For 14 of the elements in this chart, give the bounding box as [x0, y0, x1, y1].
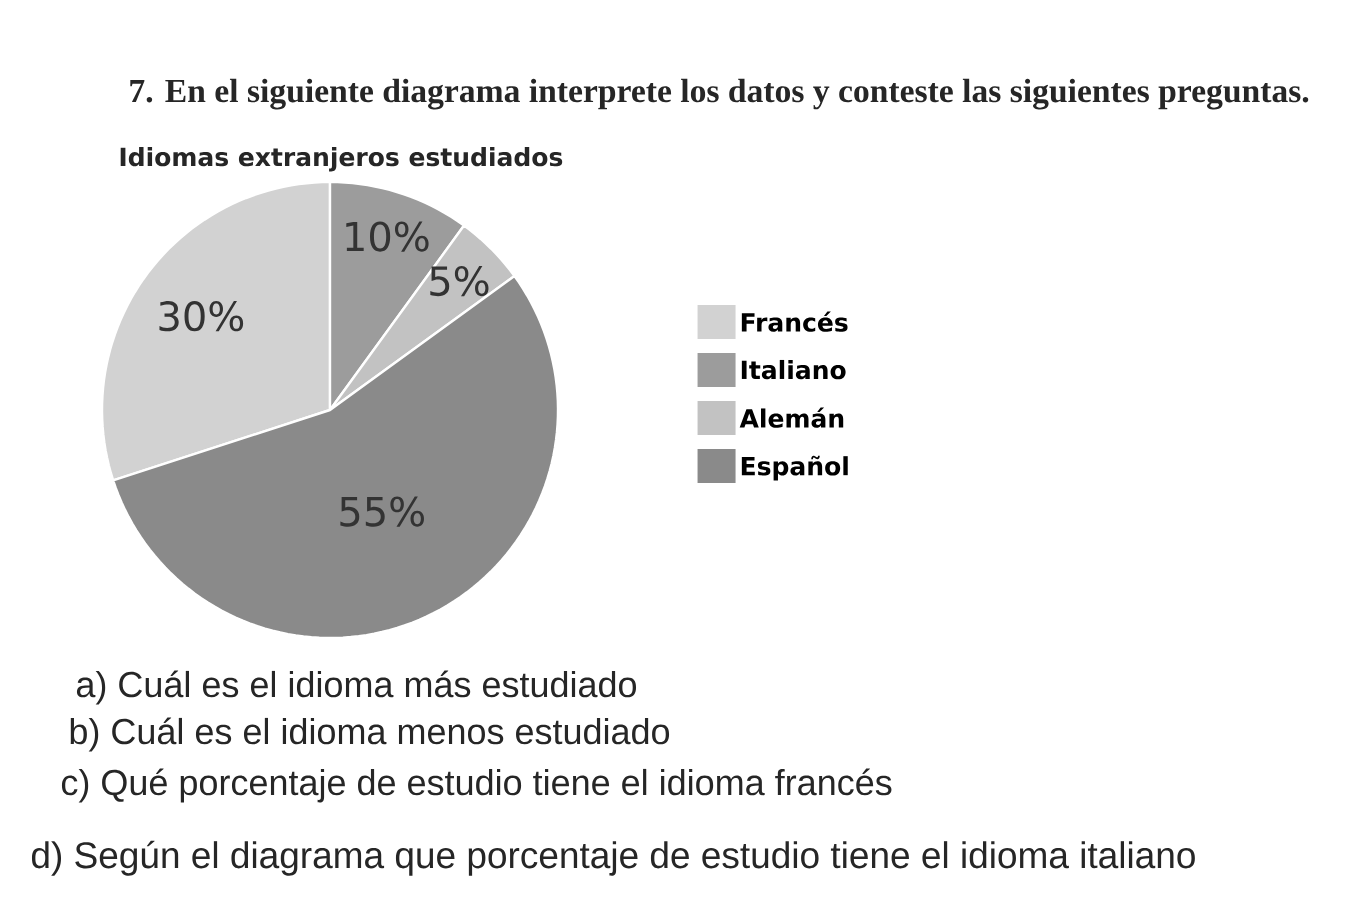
legend-label: Italiano [741, 359, 846, 380]
legend-label: Francés [741, 311, 848, 332]
data-label: 30% [159, 301, 244, 332]
text: 7. En el siguiente diagrama interprete los datos y conteste las siguientes preguntas. [130, 78, 1309, 110]
text: b) Cuál es el idioma menos estudiado [70, 717, 670, 752]
chart-title: Idiomas extranjeros estudiados [120, 146, 563, 172]
text: a) Cuál es el idioma más estudiado [76, 670, 637, 705]
text: d) Según el diagrama que porcentaje de estudio tiene el idioma italiano [31, 840, 1195, 876]
data-label: 55% [340, 496, 424, 527]
legend-label: Alemán [739, 407, 844, 428]
text: c) Qué porcentaje de estudio tiene el idioma francés [61, 768, 892, 803]
data-label: 5% [430, 265, 489, 297]
data-label: 10% [346, 221, 429, 252]
legend-label: Español [741, 455, 848, 481]
